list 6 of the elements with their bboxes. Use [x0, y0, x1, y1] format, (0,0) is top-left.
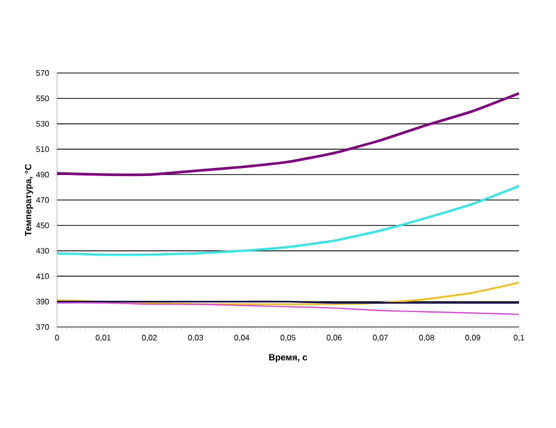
line-series	[57, 92, 520, 176]
line-series	[57, 302, 520, 315]
line-series	[57, 184, 520, 256]
x-axis-title: Время, с	[269, 354, 308, 362]
line-series	[57, 282, 520, 306]
y-axis-title: Температура, °C	[24, 164, 34, 236]
